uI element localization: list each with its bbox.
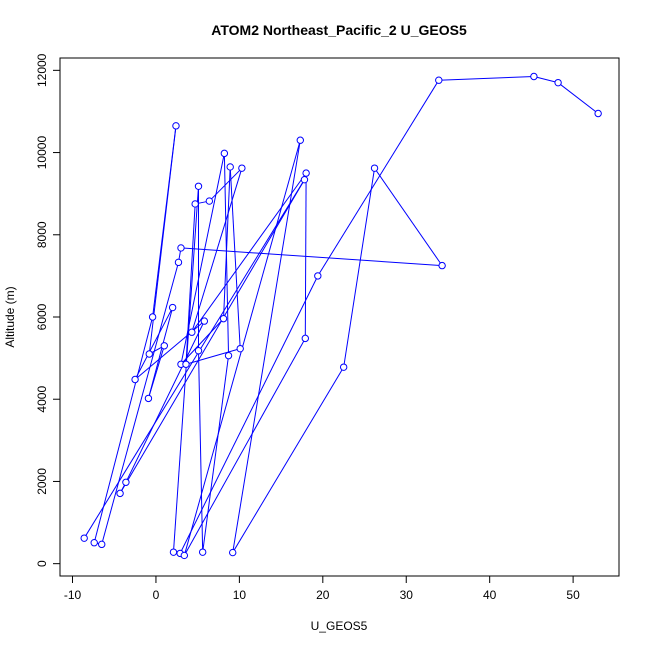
series-segment bbox=[93, 316, 154, 543]
data-point bbox=[80, 534, 88, 542]
data-point bbox=[438, 261, 446, 270]
series-segment bbox=[229, 166, 241, 349]
data-point bbox=[177, 244, 185, 252]
series-segment bbox=[101, 262, 179, 545]
data-point bbox=[220, 149, 229, 158]
y-tick-label: 4000 bbox=[35, 386, 49, 413]
data-point bbox=[300, 175, 309, 184]
data-point bbox=[296, 136, 304, 144]
data-point bbox=[122, 478, 130, 486]
y-tick-label: 2000 bbox=[35, 468, 49, 495]
series-segment bbox=[185, 203, 196, 365]
series-segment bbox=[147, 307, 174, 399]
series-segment bbox=[208, 167, 243, 202]
data-point bbox=[314, 272, 322, 280]
data-point bbox=[200, 317, 209, 325]
series-points bbox=[80, 72, 602, 560]
series-segment bbox=[119, 179, 305, 494]
series-segment bbox=[197, 350, 204, 553]
series-segment bbox=[179, 275, 319, 554]
x-tick-label: -10 bbox=[64, 588, 82, 602]
series-segment bbox=[557, 82, 599, 114]
data-point bbox=[226, 163, 234, 171]
chart-title: ATOM2 Northeast_Pacific_2 U_GEOS5 bbox=[211, 22, 467, 38]
y-axis-label: Altitude (m) bbox=[3, 286, 17, 347]
y-tick-label: 10000 bbox=[35, 136, 49, 170]
series-segment bbox=[223, 166, 231, 319]
series-segment bbox=[185, 348, 241, 365]
data-point bbox=[530, 72, 538, 81]
series-segment bbox=[180, 247, 443, 267]
data-point bbox=[160, 342, 168, 350]
data-point bbox=[90, 539, 98, 547]
series-segment bbox=[180, 318, 224, 365]
y-tick-label: 12000 bbox=[35, 53, 49, 87]
series-segment bbox=[343, 168, 376, 368]
series-segment bbox=[202, 355, 230, 553]
x-tick-label: 30 bbox=[400, 588, 414, 602]
x-tick-label: 10 bbox=[233, 588, 247, 602]
data-point bbox=[339, 363, 348, 371]
x-axis-label: U_GEOS5 bbox=[311, 619, 368, 633]
data-point bbox=[188, 328, 196, 336]
series-segment bbox=[533, 76, 559, 84]
series-segment bbox=[304, 173, 307, 339]
data-point bbox=[148, 313, 157, 321]
x-tick-label: 20 bbox=[316, 588, 330, 602]
series-line bbox=[83, 76, 599, 556]
series-segment bbox=[232, 140, 301, 553]
data-point bbox=[435, 76, 443, 84]
data-point bbox=[180, 551, 189, 560]
series-segment bbox=[438, 76, 534, 81]
data-point bbox=[169, 548, 178, 556]
data-point bbox=[302, 169, 310, 177]
data-point bbox=[554, 78, 562, 87]
data-point bbox=[182, 360, 190, 368]
data-point bbox=[229, 548, 237, 557]
y-axis: 0 2000 4000 6000 8000 10000 12000 bbox=[35, 53, 60, 567]
y-tick-label: 0 bbox=[35, 560, 49, 567]
data-point bbox=[219, 314, 228, 323]
data-point bbox=[172, 122, 180, 130]
data-point bbox=[198, 548, 207, 556]
y-tick-label: 6000 bbox=[35, 303, 49, 330]
data-point bbox=[191, 200, 199, 208]
data-point bbox=[370, 164, 379, 172]
series-segment bbox=[83, 179, 305, 539]
series-segment bbox=[134, 307, 174, 380]
data-point bbox=[145, 350, 153, 358]
series-segment bbox=[172, 186, 199, 553]
data-point bbox=[168, 303, 177, 312]
series-segment bbox=[183, 338, 306, 556]
x-tick-label: 40 bbox=[483, 588, 497, 602]
x-tick-label: 0 bbox=[153, 588, 160, 602]
x-axis: -10 0 10 20 30 40 50 bbox=[64, 576, 580, 602]
data-point bbox=[238, 164, 246, 172]
data-point bbox=[98, 540, 106, 549]
series-segment bbox=[374, 167, 443, 266]
data-point bbox=[205, 197, 214, 205]
series-segment bbox=[232, 366, 345, 553]
series-segment bbox=[317, 79, 440, 277]
data-point bbox=[144, 394, 153, 403]
data-point bbox=[131, 375, 139, 384]
series-segment bbox=[125, 320, 205, 483]
data-point bbox=[236, 344, 244, 353]
data-point bbox=[594, 109, 602, 118]
data-point bbox=[116, 489, 124, 498]
data-point bbox=[194, 347, 203, 355]
y-tick-label: 8000 bbox=[35, 221, 49, 248]
data-point bbox=[194, 182, 203, 190]
data-point bbox=[174, 258, 183, 267]
x-tick-label: 50 bbox=[566, 588, 580, 602]
plot-frame bbox=[59, 57, 620, 577]
data-point bbox=[224, 351, 233, 360]
data-point bbox=[301, 334, 309, 343]
